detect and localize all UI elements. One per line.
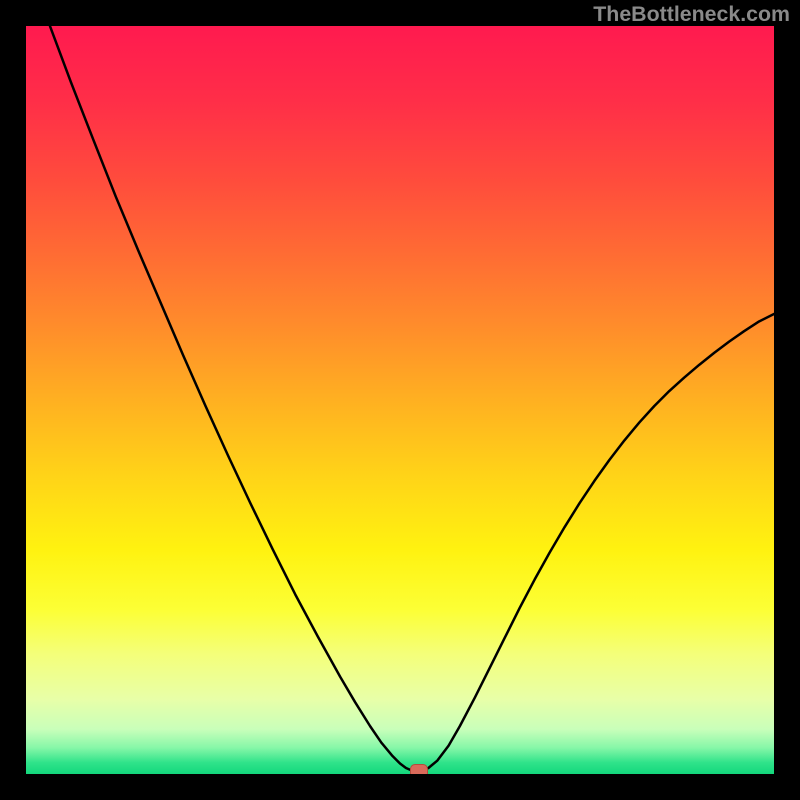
chart-frame: TheBottleneck.com xyxy=(0,0,800,800)
watermark-text: TheBottleneck.com xyxy=(593,2,790,27)
plot-area xyxy=(26,26,774,774)
bottleneck-curve xyxy=(26,26,774,774)
selected-point-marker xyxy=(410,764,428,774)
